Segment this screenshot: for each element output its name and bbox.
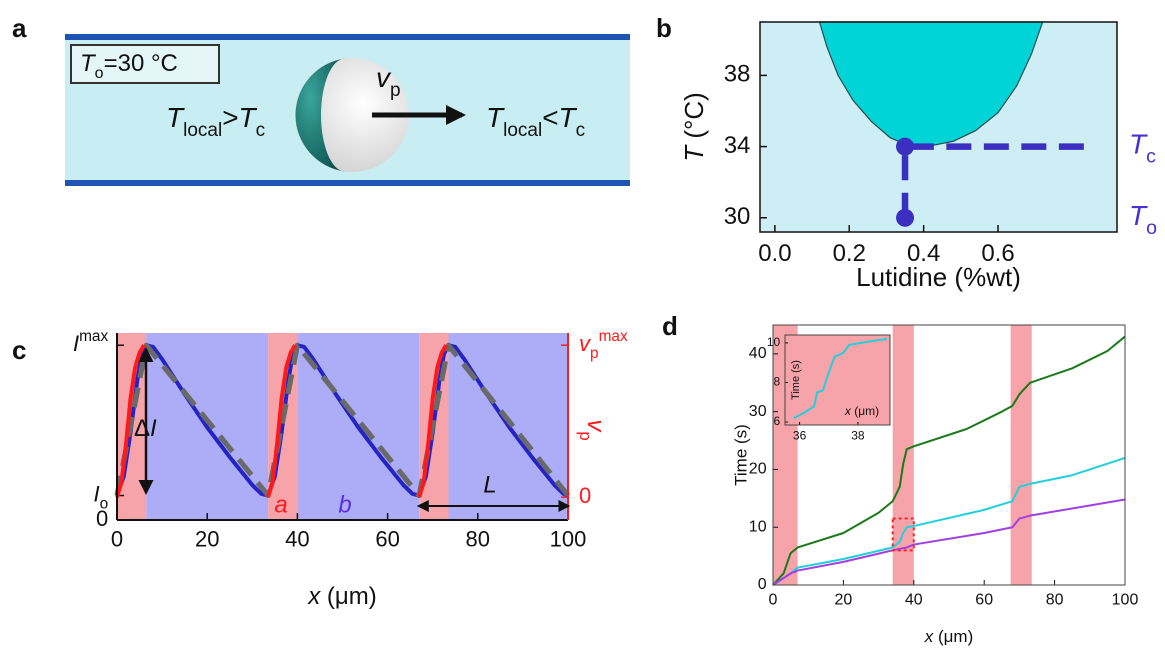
x-tick-label: 20 [835,591,853,608]
point [896,209,914,227]
y2-tick-label: 0 [579,483,591,508]
x-tick-label: 80 [1046,591,1064,608]
label-part: o [95,65,104,82]
label-part: c [1146,146,1156,168]
label-part: I [150,415,157,442]
panel-a-diagram: To=30 °C Tlocal>Tc vp Tlocal<Tc [65,37,630,183]
region-label: b [338,491,351,518]
x-tick-label: 40 [905,591,923,608]
panel-label: b [656,13,672,43]
level-label: To [1129,200,1157,239]
y-tick-label: 34 [724,132,751,159]
label-part: (μm) [320,583,376,610]
label-part: o [1146,217,1157,239]
label-part: max [599,328,628,345]
y-tick-label: 10 [767,335,781,349]
y-tick-label: Imax [73,328,109,356]
inset-y-label: Time (s) [790,360,802,400]
y-axis-label: T (°C) [679,92,709,162]
label-part: < [542,102,558,133]
label-part: x [307,583,321,610]
y-tick-label: 8 [774,375,781,389]
label-part: Δ [134,415,150,442]
label-part: x [924,627,934,646]
label-part: c [576,120,586,141]
label-part: p [576,431,595,440]
y-tick-label: 0 [758,576,767,593]
period-label: L [483,471,496,498]
label-part: =30 °C [104,50,178,77]
panel-label: c [12,335,26,365]
point [896,138,914,156]
x-tick-label: 0.0 [758,240,791,267]
x-tick-label: 20 [195,527,219,552]
panel-label: d [662,311,678,341]
y-tick-label: 6 [774,414,781,428]
y-tick-label: 30 [724,203,751,230]
label-part: c [256,120,266,141]
y-tick-label: 30 [749,403,767,420]
label-part: local [503,120,542,141]
page: { "panel_labels": ["a", "b", "c", "d"], … [0,0,1165,650]
label-part: local [183,120,222,141]
x-tick-label: 0 [111,527,123,552]
series-line [773,499,1125,585]
x-axis-label: x (μm) [924,627,974,646]
label-part: > [222,102,238,133]
x-tick-label: 36 [793,429,807,443]
level-label: Tc [1129,129,1156,168]
delta-label: ΔI [134,415,157,442]
y-tick-label: 40 [749,345,767,362]
y2-tick-label: vpmax [579,328,628,362]
label-part: p [390,80,401,101]
label-part: (μm) [851,404,879,418]
x-tick-label: 60 [375,527,399,552]
region-label: a [274,491,287,518]
x-axis-label: x (μm) [307,583,376,610]
x-tick-label: 40 [285,527,309,552]
y2-axis-label: vp [576,419,609,440]
x-tick-label: 100 [550,527,587,552]
x-tick-label: 38 [851,429,865,443]
x-tick-label: 60 [975,591,993,608]
label-part: (°C) [679,92,709,146]
x-tick-label: 0 [769,591,778,608]
x-axis-label: Lutidine (%wt) [856,262,1021,292]
panel-label: a [12,13,27,43]
label-part: p [590,345,599,362]
y-tick-label: 10 [749,518,767,535]
y-tick-label: 38 [724,61,751,88]
panel-d: 0 20 40 60 80 100 0 10 20 30 40 x (μm) Time (s) 36 38 6… [731,325,1138,646]
label-part: max [79,328,108,345]
y-axis-label: Time (s) [731,424,750,486]
x-tick-label: 100 [1112,591,1139,608]
y-tick-label: 20 [749,461,767,478]
label-part: o [100,495,109,512]
x-tick-label: 80 [466,527,490,552]
figure: a b c d To=30 °C Tlocal>Tc vp Tlocal<Tc … [0,0,1165,650]
label-part: (μm) [933,627,973,646]
band [1011,325,1032,585]
inset-x-label: x (μm) [844,404,879,418]
